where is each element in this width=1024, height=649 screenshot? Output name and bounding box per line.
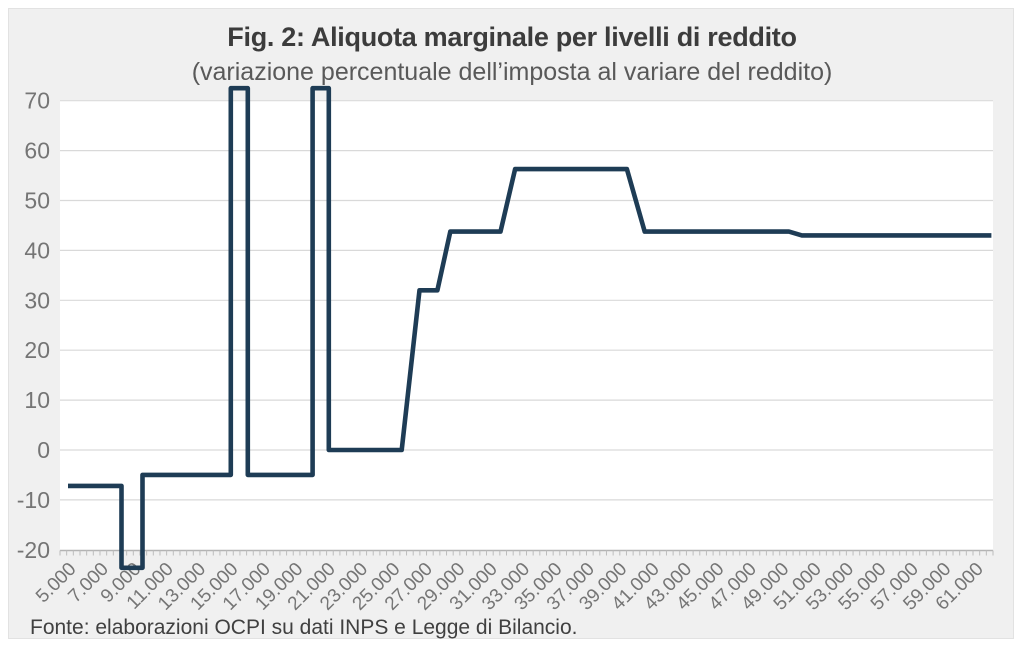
y-axis-tick-label: 60 bbox=[24, 138, 50, 164]
y-axis-tick-label: 10 bbox=[24, 387, 50, 413]
y-axis-tick-label: 70 bbox=[24, 88, 50, 114]
y-axis-tick-label: 20 bbox=[24, 337, 50, 363]
y-axis-tick-label: -20 bbox=[17, 537, 50, 563]
y-axis-tick-label: 30 bbox=[24, 287, 50, 313]
y-axis-tick-label: 40 bbox=[24, 237, 50, 263]
chart-subtitle: (variazione percentuale dell’imposta al … bbox=[191, 58, 833, 86]
source-note: Fonte: elaborazioni OCPI su dati INPS e … bbox=[30, 616, 578, 639]
y-axis-tick-label: 0 bbox=[37, 437, 50, 463]
chart-title: Fig. 2: Aliquota marginale per livelli d… bbox=[227, 22, 797, 52]
y-axis-tick-label: 50 bbox=[24, 188, 50, 214]
y-axis-tick-label: -10 bbox=[17, 487, 50, 513]
marginal-rate-line bbox=[68, 85, 992, 571]
